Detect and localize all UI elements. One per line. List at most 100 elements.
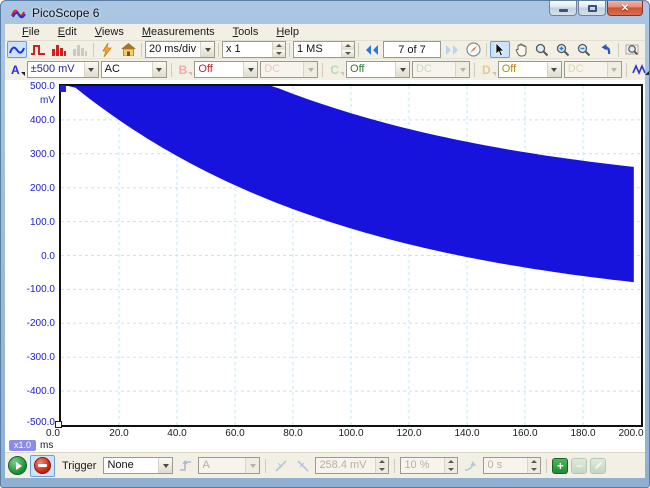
chevron-down-icon[interactable] <box>243 62 258 77</box>
chevron-down-icon[interactable] <box>158 458 173 473</box>
connect-device-button[interactable] <box>97 41 117 58</box>
rising-edge-icon <box>180 459 192 471</box>
menu-views[interactable]: Views <box>94 26 124 38</box>
channel-b-range-select[interactable]: Off <box>194 61 259 78</box>
x-tick: 160.0 <box>512 428 538 439</box>
chevron-down-icon[interactable] <box>546 62 561 77</box>
channel-a-range-select[interactable]: ±500 mV <box>26 61 99 78</box>
mode-extra-button-disabled <box>70 41 90 58</box>
samples-spinner[interactable]: 1 MS <box>293 41 355 58</box>
sine-wave-icon <box>9 46 25 54</box>
delay-arrow-icon <box>464 460 476 471</box>
spinner-arrows[interactable] <box>341 42 354 57</box>
x-tick: 100.0 <box>338 428 364 439</box>
channel-d-coupling-select: DC <box>563 61 622 78</box>
pre-trigger-spinner: 10 % <box>400 457 459 474</box>
lightning-icon <box>102 42 112 57</box>
waveform-trace <box>61 86 634 283</box>
zoom-undo-button[interactable] <box>595 41 615 58</box>
add-measurement-button[interactable]: + <box>552 457 569 474</box>
spinner-arrows <box>527 458 541 473</box>
channel-b-menu-button[interactable]: B <box>176 63 193 77</box>
y-tick: -200.0 <box>26 318 55 329</box>
buffer-navigator-button[interactable] <box>463 41 483 58</box>
y-tick: 200.0 <box>29 183 55 194</box>
channel-a-menu-button[interactable]: A <box>8 63 25 77</box>
trigger-mode-select[interactable]: None <box>103 457 174 474</box>
menu-measurements[interactable]: Measurements <box>141 26 215 38</box>
spinner-arrows[interactable] <box>272 42 285 57</box>
channel-d-menu-button[interactable]: D <box>479 63 496 77</box>
post-trigger-delay-button <box>461 457 480 474</box>
menu-tools[interactable]: Tools <box>232 26 259 38</box>
timebase-value: 20 ms/div <box>149 43 197 55</box>
zoom-overview-button[interactable] <box>622 41 642 58</box>
menu-help[interactable]: Help <box>276 26 299 38</box>
menu-file[interactable]: File <box>22 26 40 38</box>
stop-button[interactable] <box>34 457 51 474</box>
x-tick: 120.0 <box>396 428 422 439</box>
triangle-icon <box>20 71 25 76</box>
trigger-source-select: A <box>198 457 261 474</box>
pan-tool-button[interactable] <box>511 41 531 58</box>
home-button[interactable] <box>118 41 138 58</box>
buffer-position-box[interactable]: 7 of 7 <box>383 41 441 58</box>
x-tick: 20.0 <box>109 428 129 439</box>
zoom-multiplier-spinner[interactable]: x 1 <box>222 41 286 58</box>
x-tick: 0.0 <box>46 428 60 439</box>
persistence-mode-button[interactable] <box>28 41 48 58</box>
chevron-down-icon[interactable] <box>151 62 166 77</box>
main-toolbar: 20 ms/div x 1 1 MS 7 of 7 <box>5 41 645 59</box>
zoom-out-button[interactable] <box>574 41 594 58</box>
prev-buffer-button[interactable] <box>362 41 382 58</box>
channel-a-marker[interactable] <box>60 85 66 92</box>
next-buffer-button <box>442 41 462 58</box>
select-tool-button[interactable] <box>490 41 510 58</box>
menu-bar: File Edit Views Measurements Tools Help <box>5 24 645 41</box>
home-icon <box>120 43 136 56</box>
channel-bar: A ±500 mV AC B Off DC C Off DC D <box>5 59 649 80</box>
chevron-down-icon[interactable] <box>200 42 214 57</box>
edit-measurement-button <box>590 457 607 474</box>
maximize-button[interactable] <box>578 1 606 16</box>
play-icon <box>15 461 22 470</box>
menu-edit[interactable]: Edit <box>57 26 77 38</box>
math-channels-button[interactable] <box>631 61 649 78</box>
channel-c-coupling-value: DC <box>416 63 432 75</box>
zoom-factor-badge[interactable]: x1.0 <box>9 440 37 451</box>
stop-button-selected[interactable] <box>30 454 55 477</box>
scope-plot[interactable] <box>59 84 643 427</box>
channel-a-range-value: ±500 mV <box>30 63 75 75</box>
timebase-select[interactable]: 20 ms/div <box>145 41 215 58</box>
title-bar[interactable]: PicoScope 6 ✕ <box>5 1 645 24</box>
scope-view[interactable]: 500.0 mV 400.0 300.0 200.0 100.0 0.0 -10… <box>5 80 645 452</box>
channel-d-range-select[interactable]: Off <box>497 61 562 78</box>
channel-a-coupling-value: AC <box>104 63 120 75</box>
axis-origin-handle[interactable] <box>55 421 62 428</box>
minimize-button[interactable] <box>549 1 577 16</box>
bars-red-icon <box>52 44 66 56</box>
scope-mode-button[interactable] <box>7 41 27 58</box>
waveform-icon <box>631 63 649 75</box>
channel-c-menu-button[interactable]: C <box>327 63 345 77</box>
close-button[interactable]: ✕ <box>607 1 643 16</box>
compass-icon <box>465 42 481 57</box>
y-tick: 400.0 <box>29 115 55 126</box>
app-icon <box>11 9 26 18</box>
rising-slope-icon <box>275 459 287 472</box>
x-tick: 80.0 <box>283 428 303 439</box>
channel-c-range-select[interactable]: Off <box>346 61 411 78</box>
go-button[interactable] <box>8 456 27 475</box>
spectrum-mode-button[interactable] <box>49 41 69 58</box>
channel-a-coupling-select[interactable]: AC <box>100 61 167 78</box>
y-tick: 0.0 <box>41 251 55 262</box>
trigger-toolbar: Trigger None A 258.4 mV 10 % <box>5 452 645 478</box>
stop-icon <box>38 464 47 467</box>
chevron-down-icon[interactable] <box>83 62 98 77</box>
chevron-down-icon[interactable] <box>395 62 410 77</box>
channel-d-coupling-value: DC <box>567 63 584 75</box>
channel-b-range-value: Off <box>198 63 213 75</box>
marquee-zoom-button[interactable] <box>532 41 552 58</box>
zoom-in-button[interactable] <box>553 41 573 58</box>
